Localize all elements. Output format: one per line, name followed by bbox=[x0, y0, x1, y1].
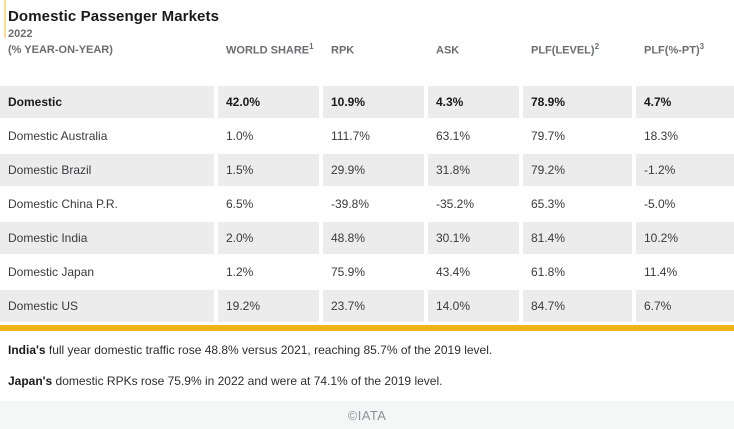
superscript-3: 3 bbox=[699, 42, 705, 52]
plf-level-value: 84.7% bbox=[523, 290, 636, 322]
note-japan-lead: Japan's bbox=[8, 374, 53, 388]
plf-pt-value: 6.7% bbox=[636, 290, 734, 322]
rpk-value: 75.9% bbox=[323, 256, 428, 288]
ask-value: 4.3% bbox=[428, 86, 523, 118]
subtitle-unit: (% YEAR-ON-YEAR) bbox=[8, 44, 113, 56]
table-subtitle: 2022 (% YEAR-ON-YEAR) bbox=[0, 26, 218, 58]
market-label: Domestic China P.R. bbox=[0, 188, 218, 220]
gold-divider-bar bbox=[0, 325, 734, 331]
note-india-text: full year domestic traffic rose 48.8% ve… bbox=[45, 343, 493, 357]
footnotes: India's full year domestic traffic rose … bbox=[8, 343, 726, 405]
market-label: Domestic Brazil bbox=[0, 154, 218, 186]
ask-value: 30.1% bbox=[428, 222, 523, 254]
superscript-1: 1 bbox=[309, 42, 314, 52]
table-row-domestic-australia: Domestic Australia 1.0% 111.7% 63.1% 79.… bbox=[0, 120, 734, 152]
table-row-domestic-total: Domestic 42.0% 10.9% 4.3% 78.9% 4.7% bbox=[0, 86, 734, 118]
page-title: Domestic Passenger Markets bbox=[8, 8, 220, 25]
plf-level-value: 81.4% bbox=[523, 222, 636, 254]
rpk-value: 23.7% bbox=[323, 290, 428, 322]
column-header-plf-level: PLF(LEVEL)2 bbox=[531, 42, 600, 57]
table-row-domestic-brazil: Domestic Brazil 1.5% 29.9% 31.8% 79.2% -… bbox=[0, 154, 734, 186]
note-india-lead: India's bbox=[8, 343, 46, 357]
world-share-value: 19.2% bbox=[218, 290, 323, 322]
plf-pt-value: 18.3% bbox=[644, 129, 679, 143]
table-row-domestic-us: Domestic US 19.2% 23.7% 14.0% 84.7% 6.7% bbox=[0, 290, 734, 322]
market-label: Domestic India bbox=[0, 222, 218, 254]
rpk-value: 29.9% bbox=[323, 154, 428, 186]
ask-value: 63.1% bbox=[428, 120, 523, 152]
plf-pt-value: 11.4% bbox=[644, 265, 678, 279]
subtitle-year: 2022 bbox=[8, 28, 33, 40]
table-row-domestic-china: Domestic China P.R. 6.5% -39.8% -35.2% 6… bbox=[0, 188, 734, 220]
rpk-value: 111.7% bbox=[323, 120, 428, 152]
column-header-rpk: RPK bbox=[331, 45, 355, 57]
market-label: Domestic US bbox=[0, 290, 218, 322]
rpk-value: -39.8% bbox=[323, 188, 428, 220]
note-japan-text: domestic RPKs rose 75.9% in 2022 and wer… bbox=[52, 374, 443, 388]
column-header-ask: ASK bbox=[436, 45, 460, 57]
world-share-value: 1.2% bbox=[218, 256, 323, 288]
ask-value: 31.8% bbox=[428, 154, 523, 186]
left-gold-accent-bar bbox=[4, 0, 6, 38]
data-table: Domestic 42.0% 10.9% 4.3% 78.9% 4.7% Dom… bbox=[0, 86, 734, 324]
column-header-world-share: WORLD SHARE1 bbox=[226, 42, 314, 57]
rpk-value: 10.9% bbox=[323, 86, 428, 118]
plf-level-value: 79.2% bbox=[523, 154, 636, 186]
market-label: Domestic Australia bbox=[0, 120, 218, 152]
market-label: Domestic Japan bbox=[0, 256, 218, 288]
ask-value: 43.4% bbox=[428, 256, 523, 288]
ask-value: 14.0% bbox=[428, 290, 523, 322]
ask-value: -35.2% bbox=[428, 188, 523, 220]
plf-pt-value: 10.2% bbox=[636, 222, 734, 254]
plf-pt-value: -5.0% bbox=[644, 197, 676, 211]
table-row-domestic-india: Domestic India 2.0% 48.8% 30.1% 81.4% 10… bbox=[0, 222, 734, 254]
world-share-value: 1.5% bbox=[218, 154, 323, 186]
rpk-value: 48.8% bbox=[323, 222, 428, 254]
plf-level-value: 78.9% bbox=[523, 86, 636, 118]
world-share-value: 42.0% bbox=[218, 86, 323, 118]
world-share-value: 1.0% bbox=[218, 120, 323, 152]
iata-credit: ©IATA bbox=[347, 407, 387, 423]
plf-pt-value: -1.2% bbox=[636, 154, 734, 186]
superscript-2: 2 bbox=[594, 42, 600, 52]
plf-level-value: 79.7% bbox=[523, 120, 636, 152]
note-japan: Japan's domestic RPKs rose 75.9% in 2022… bbox=[8, 374, 726, 389]
plf-level-value: 65.3% bbox=[523, 188, 636, 220]
world-share-value: 6.5% bbox=[218, 188, 323, 220]
plf-pt-value: 4.7% bbox=[636, 86, 734, 118]
world-share-value: 2.0% bbox=[218, 222, 323, 254]
table-header-row: 2022 (% YEAR-ON-YEAR) WORLD SHARE1 RPK A… bbox=[0, 26, 734, 58]
table-row-domestic-japan: Domestic Japan 1.2% 75.9% 43.4% 61.8% 11… bbox=[0, 256, 734, 288]
column-header-plf-pt: PLF(%-PT)3 bbox=[644, 42, 705, 57]
market-label: Domestic bbox=[0, 86, 218, 118]
footer-strip: ©IATA bbox=[0, 401, 734, 429]
plf-level-value: 61.8% bbox=[523, 256, 636, 288]
note-india: India's full year domestic traffic rose … bbox=[8, 343, 726, 358]
